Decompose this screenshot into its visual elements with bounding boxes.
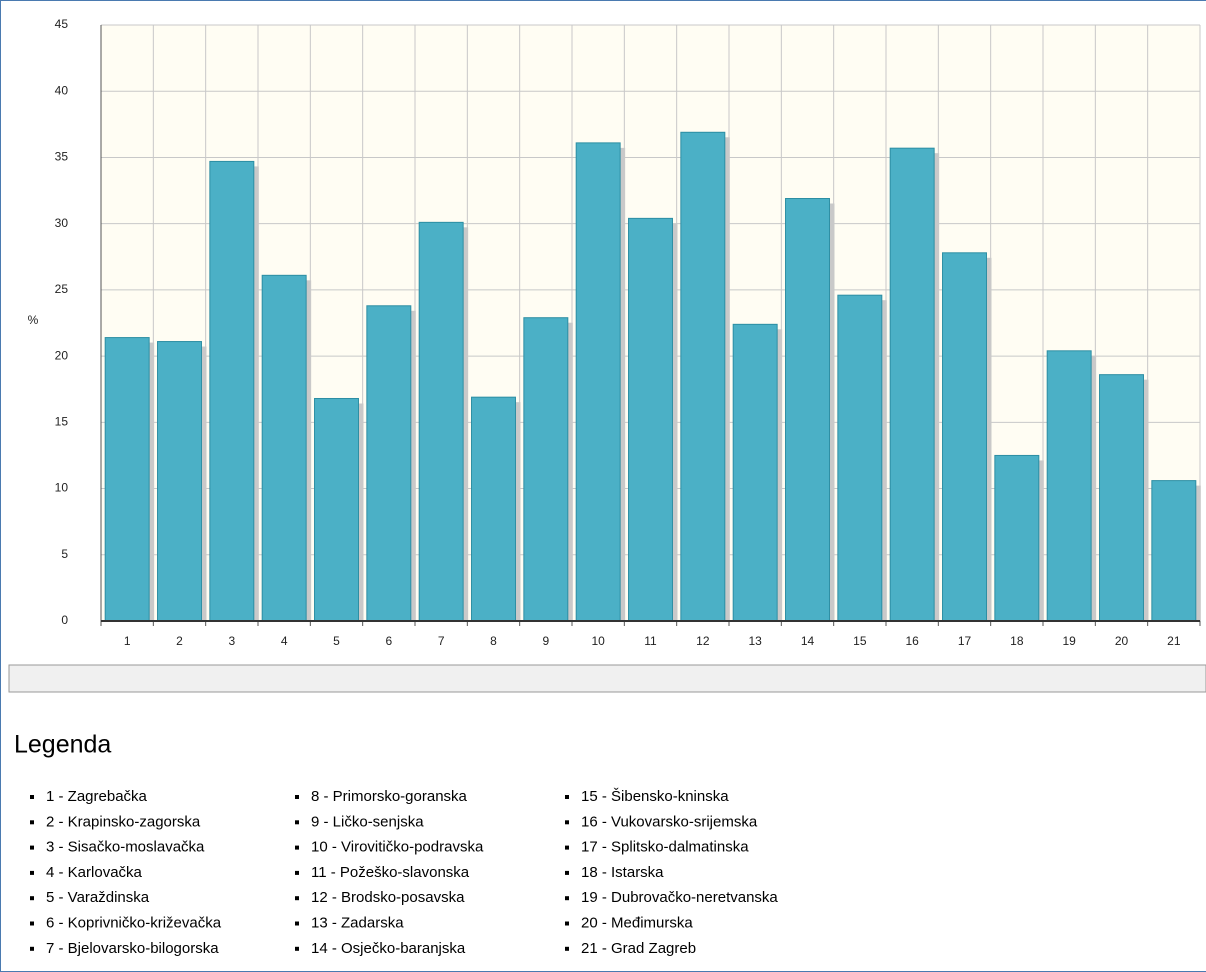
legend-item: 11 - Požeško-slavonska [311, 864, 470, 881]
bar [942, 252, 987, 622]
legend-item: 12 - Brodsko-posavska [311, 889, 465, 906]
bar [889, 147, 935, 622]
legend-item: 6 - Koprivničko-križevačka [46, 914, 222, 931]
legend-bullet [295, 820, 299, 825]
x-tick-label: 12 [696, 634, 710, 648]
legend-item: 19 - Dubrovačko-neretvanska [581, 889, 778, 906]
legend-bullet [30, 870, 34, 875]
bar [366, 305, 412, 622]
legend-item: 4 - Karlovačka [46, 864, 143, 881]
bar [209, 160, 255, 622]
legend-bullet [295, 946, 299, 951]
legend-item: 14 - Osječko-baranjska [311, 940, 466, 957]
y-tick-label: 30 [55, 216, 69, 230]
x-tick-label: 10 [591, 634, 605, 648]
y-tick-label: 20 [55, 348, 69, 362]
x-tick-label: 9 [542, 634, 549, 648]
x-tick-label: 17 [958, 634, 972, 648]
legend-item: 13 - Zadarska [311, 914, 404, 931]
legend-item: 20 - Međimurska [581, 914, 693, 931]
legend-item: 10 - Virovitičko-podravska [311, 839, 484, 856]
legend-item: 3 - Sisačko-moslavačka [46, 839, 205, 856]
legend-item: 15 - Šibensko-kninska [581, 788, 729, 805]
legend-bullet [565, 795, 569, 799]
legend-bullet [565, 896, 569, 901]
bar [523, 317, 569, 622]
x-tick-label: 15 [853, 634, 867, 648]
legend-bullet [565, 845, 569, 850]
bar [1099, 374, 1144, 622]
bar [314, 397, 359, 622]
legend-bullet [295, 845, 299, 850]
legend-item: 9 - Ličko-senjska [311, 813, 424, 830]
x-tick-label: 14 [801, 634, 815, 648]
bar [261, 274, 307, 622]
x-tick-label: 5 [333, 634, 340, 648]
legend-item: 21 - Grad Zagreb [581, 940, 696, 957]
legend-bullet [30, 820, 34, 825]
legend-title: Legenda [14, 731, 111, 759]
legend-item: 18 - Istarska [581, 864, 664, 881]
legend-item: 7 - Bjelovarsko-bilogorska [46, 940, 219, 957]
bar [994, 454, 1040, 622]
legend-bullet [565, 820, 569, 825]
bar [471, 396, 516, 622]
y-tick-label: 35 [55, 150, 69, 164]
legend-bullet [30, 946, 34, 951]
bar [837, 294, 883, 622]
legend-bullet [295, 896, 299, 901]
x-tick-label: 13 [748, 634, 762, 648]
legend-bullet [565, 921, 569, 926]
x-tick-label: 19 [1062, 634, 1076, 648]
bar [104, 337, 150, 622]
legend-bullet [295, 870, 299, 875]
bar [628, 217, 673, 622]
legend-bullet [295, 795, 299, 799]
separator-strip [8, 664, 1206, 693]
x-tick-label: 6 [385, 634, 392, 648]
bar [575, 142, 621, 622]
legend-bullet [30, 921, 34, 926]
legend-bullet [565, 870, 569, 875]
y-tick-label: 45 [55, 17, 69, 31]
x-tick-label: 2 [176, 634, 183, 648]
legend-item: 1 - Zagrebačka [46, 788, 148, 805]
legend-item: 17 - Splitsko-dalmatinska [581, 839, 749, 856]
x-tick-label: 18 [1010, 634, 1024, 648]
legend-item: 5 - Varaždinska [46, 889, 150, 906]
y-tick-label: 0 [61, 613, 68, 627]
x-tick-label: 20 [1115, 634, 1129, 648]
bar [785, 198, 830, 622]
x-tick-label: 21 [1167, 634, 1181, 648]
bar [1151, 480, 1197, 622]
legend-item: 2 - Krapinsko-zagorska [46, 813, 201, 830]
bar [1046, 350, 1092, 622]
x-tick-label: 16 [905, 634, 919, 648]
x-tick-label: 11 [644, 634, 657, 648]
legend-bullet [295, 921, 299, 926]
legend-item: 16 - Vukovarsko-srijemska [581, 813, 758, 830]
x-tick-label: 3 [228, 634, 235, 648]
y-tick-label: 25 [55, 282, 69, 296]
y-tick-label: 15 [55, 415, 69, 429]
x-tick-label: 7 [438, 634, 445, 648]
bar [418, 221, 464, 622]
x-tick-label: 1 [124, 634, 131, 648]
bar [157, 341, 202, 622]
legend-item: 8 - Primorsko-goranska [311, 788, 468, 805]
legend-bullet [565, 946, 569, 951]
y-tick-label: 10 [55, 481, 69, 495]
y-axis-label: % [28, 313, 39, 327]
bar [680, 131, 726, 622]
x-tick-label: 8 [490, 634, 497, 648]
y-tick-label: 5 [61, 547, 68, 561]
y-tick-label: 40 [55, 83, 69, 97]
x-tick-label: 4 [281, 634, 288, 648]
legend-bullet [30, 795, 34, 799]
bar [732, 323, 778, 622]
legend-bullet [30, 896, 34, 901]
legend-bullet [30, 845, 34, 850]
